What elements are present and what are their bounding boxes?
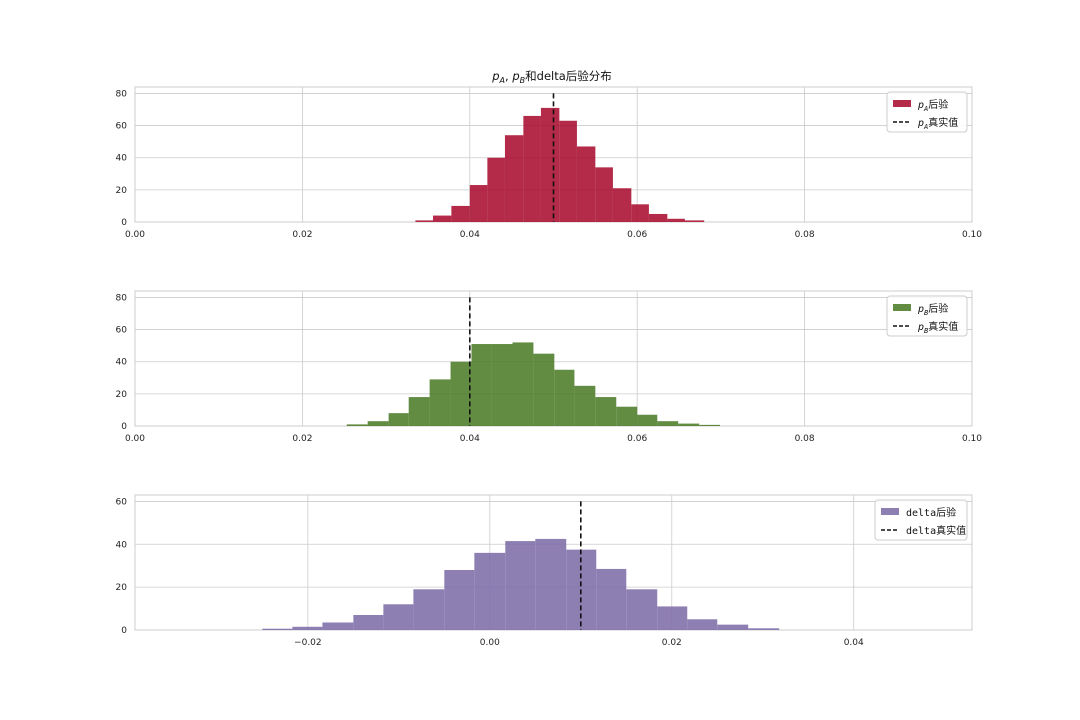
histogram-bar	[699, 424, 721, 426]
histogram-bar	[657, 421, 679, 426]
y-tick-label: 40	[116, 154, 128, 164]
y-tick-label: 20	[116, 186, 128, 196]
histogram-bar	[616, 406, 638, 426]
histogram-bar	[574, 385, 596, 426]
x-tick-label: −0.02	[294, 638, 322, 648]
histogram-bar	[535, 538, 567, 630]
x-tick-label: 0.08	[795, 434, 815, 444]
chart-delta: −0.02 0.00 0.02 0.04 0 20 40 60 delta后验 delta真实值	[116, 494, 973, 648]
histogram-bar	[262, 628, 293, 630]
y-tick-label: 0	[121, 626, 127, 636]
y-tick-label: 0	[121, 218, 127, 228]
histogram-bar	[408, 397, 430, 426]
legend-label-hist: pA后验	[917, 98, 948, 113]
histogram-bar	[540, 107, 560, 222]
histogram-bar	[684, 220, 705, 222]
histogram-bar	[512, 342, 534, 426]
y-tick-label: 20	[116, 583, 128, 593]
histogram-bar	[678, 423, 700, 426]
x-tick-label: 0.00	[480, 638, 500, 648]
legend-label-hist: delta后验	[906, 506, 956, 519]
histogram-bar	[469, 185, 488, 222]
y-tick-label: 60	[116, 326, 128, 336]
legend-label-hist: pB后验	[917, 302, 948, 317]
legend-label-line: pA真实值	[917, 116, 958, 131]
x-tick-label: 0.08	[795, 230, 815, 240]
legend-swatch	[893, 304, 911, 311]
histogram-bar	[717, 624, 749, 630]
histogram-bar	[491, 344, 513, 426]
histogram-bar	[505, 541, 536, 630]
histogram-bar	[595, 397, 617, 426]
histogram-bar	[612, 188, 632, 222]
histogram-bar	[292, 626, 323, 630]
histogram-bar	[533, 353, 555, 426]
x-tick-label: 0.04	[460, 230, 480, 240]
histogram-bar	[471, 344, 492, 426]
x-tick-label: 0.04	[844, 638, 864, 648]
y-tick-label: 20	[116, 390, 128, 400]
histogram-bar	[474, 552, 506, 630]
histogram-bar	[559, 120, 577, 222]
histogram-bar	[657, 606, 688, 630]
chart-pA: 0.00 0.02 0.04 0.06 0.08 0.10 0 20 40 60 80 pA后验 pA真…	[116, 86, 982, 240]
x-tick-label: 0.00	[125, 230, 145, 240]
histogram-bar	[450, 361, 472, 426]
histogram-bar	[687, 619, 718, 630]
x-tick-label: 0.06	[627, 230, 647, 240]
histogram-bar	[383, 604, 414, 630]
histogram-bar	[388, 413, 409, 426]
histogram-bar	[748, 628, 780, 630]
histogram-bar	[346, 424, 368, 426]
histogram-bar	[429, 379, 451, 426]
y-tick-label: 0	[121, 422, 127, 432]
histogram-bar	[631, 204, 649, 222]
y-tick-label: 80	[116, 89, 128, 99]
x-tick-label: 0.02	[292, 230, 312, 240]
x-tick-label: 0.00	[125, 434, 145, 444]
histogram-bar	[596, 568, 627, 630]
y-tick-label: 60	[116, 122, 128, 132]
histogram-bar	[554, 369, 575, 426]
histogram-bar	[413, 589, 445, 630]
x-tick-label: 0.10	[962, 230, 982, 240]
histogram-bar	[432, 215, 452, 222]
histogram-bar	[576, 146, 596, 222]
histogram-bar	[487, 157, 505, 222]
histogram-bar	[637, 414, 658, 426]
y-tick-label: 40	[116, 540, 128, 550]
y-tick-label: 60	[116, 497, 128, 507]
histogram-bar	[451, 205, 470, 222]
chart-pB: 0.00 0.02 0.04 0.06 0.08 0.10 0 20 40 60 80 pB后验 pB真…	[116, 290, 982, 444]
histogram-bar	[444, 570, 475, 630]
legend-swatch	[893, 100, 911, 107]
histogram-bar	[504, 135, 524, 222]
legend-swatch	[881, 508, 899, 515]
y-tick-label: 40	[116, 358, 128, 368]
x-tick-label: 0.06	[627, 434, 647, 444]
y-tick-label: 80	[116, 293, 128, 303]
histogram-bar	[595, 167, 613, 222]
histogram-bar	[415, 220, 433, 222]
histogram-bar	[523, 115, 541, 222]
histogram-bar	[626, 589, 658, 630]
x-tick-label: 0.02	[662, 638, 682, 648]
legend-label-line: delta真实值	[906, 524, 966, 537]
histogram-bar	[322, 622, 354, 630]
x-tick-label: 0.04	[460, 434, 480, 444]
x-tick-label: 0.02	[292, 434, 312, 444]
histogram-bar	[667, 218, 685, 222]
x-tick-label: 0.10	[962, 434, 982, 444]
histogram-bar	[353, 615, 384, 630]
histogram-bar	[367, 421, 389, 426]
figure-title: pA, pB和delta后验分布	[491, 69, 612, 85]
histogram-bar	[648, 213, 668, 222]
legend-label-line: pB真实值	[917, 320, 958, 335]
